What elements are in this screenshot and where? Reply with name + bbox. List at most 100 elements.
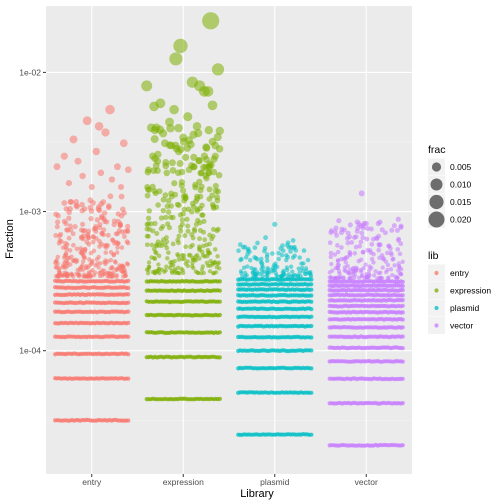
scatter-point (385, 262, 391, 268)
band-point (400, 325, 405, 330)
size-legend-label: 0.005 (450, 162, 472, 172)
scatter-point (106, 203, 112, 209)
scatter-point (165, 197, 172, 204)
scatter-point (206, 196, 213, 202)
scatter-point (210, 205, 217, 211)
scatter-point (82, 272, 87, 277)
band-point (309, 366, 314, 371)
scatter-point (74, 258, 80, 263)
series-entry (53, 104, 132, 423)
scatter-point (71, 242, 76, 248)
scatter-point (169, 268, 175, 274)
scatter-point (285, 274, 291, 279)
scatter-point (157, 266, 162, 272)
scatter-point (113, 260, 118, 265)
scatter-point (63, 240, 68, 246)
scatter-point (191, 265, 196, 271)
outlier-point (202, 12, 220, 30)
scatter-point (163, 214, 169, 221)
scatter-point (393, 274, 398, 279)
scatter-point (155, 202, 161, 208)
scatter-point (197, 246, 202, 251)
scatter-point (66, 209, 72, 216)
outlier-point (395, 216, 401, 222)
scatter-point (199, 267, 205, 272)
color-legend-label: plasmid (450, 303, 480, 313)
scatter-point (63, 244, 69, 250)
scatter-point (202, 237, 208, 243)
scatter-point (169, 259, 175, 265)
y-tick-label: 1e-04 (19, 346, 41, 356)
outlier-point (211, 63, 225, 76)
color-legend-keys: entry expression plasmid vector (428, 264, 491, 334)
scatter-point (176, 160, 184, 167)
scatter-point (195, 157, 203, 165)
scatter-point (350, 269, 356, 274)
scatter-point (194, 206, 200, 212)
outlier-point (149, 101, 159, 112)
scatter-point (148, 221, 154, 227)
scatter-point (78, 250, 83, 255)
outlier-point (74, 157, 82, 165)
scatter-point (84, 239, 90, 245)
outlier-point (336, 218, 342, 224)
band-point (126, 300, 131, 305)
scatter-point (304, 268, 309, 274)
scatter-point (181, 197, 187, 204)
scatter-point (329, 261, 334, 267)
scatter-point (95, 261, 100, 266)
outlier-point (82, 116, 92, 126)
band-point (309, 323, 314, 329)
scatter-point (243, 270, 248, 276)
scatter-point (300, 268, 306, 274)
scatter-point (260, 265, 266, 270)
scatter-point (345, 240, 351, 246)
scatter-point (146, 226, 152, 232)
color-legend-key (434, 270, 439, 276)
scatter-point (104, 219, 110, 225)
scatter-point (156, 262, 161, 267)
scatter-point (179, 266, 184, 271)
scatter-point (239, 256, 244, 262)
scatter-point (290, 269, 295, 274)
scatter-point (354, 266, 360, 271)
scatter-point (335, 249, 341, 255)
outlier-point (88, 183, 95, 191)
scatter-point (245, 264, 250, 269)
scatter-point (151, 188, 158, 195)
scatter-point (259, 261, 265, 266)
scatter-point (395, 247, 401, 252)
outlier-point (69, 135, 78, 144)
scatter-point (330, 268, 335, 273)
outlier-point (146, 123, 156, 133)
band-point (309, 299, 314, 304)
scatter-point (144, 242, 150, 248)
scatter-point (365, 248, 370, 253)
size-legend-key (430, 178, 443, 191)
scatter-point (356, 258, 361, 264)
color-legend-title: lib (428, 250, 439, 262)
scatter-point (145, 271, 151, 276)
axes: 1e-04 1e-03 1e-02 entry expression plasmid vec… (19, 67, 378, 487)
scatter-point (392, 263, 397, 268)
scatter-point (360, 250, 366, 255)
scatter-point (69, 254, 74, 259)
scatter-point (388, 250, 394, 256)
scatter-point (197, 228, 203, 233)
scatter-point (115, 231, 121, 236)
outlier-point (114, 163, 121, 171)
scatter-point (169, 167, 177, 174)
scatter-point (297, 270, 302, 275)
band-point (309, 287, 314, 292)
band-point (126, 334, 131, 339)
scatter-point (371, 260, 376, 265)
scatter-point (96, 254, 101, 260)
band-point (217, 299, 222, 304)
scatter-point (108, 249, 114, 255)
scatter-point (185, 263, 191, 269)
scatter-point (290, 255, 296, 260)
outlier-point (363, 220, 369, 227)
scatter-point (301, 261, 306, 266)
scatter-point (203, 175, 210, 182)
scatter-point (199, 202, 205, 209)
